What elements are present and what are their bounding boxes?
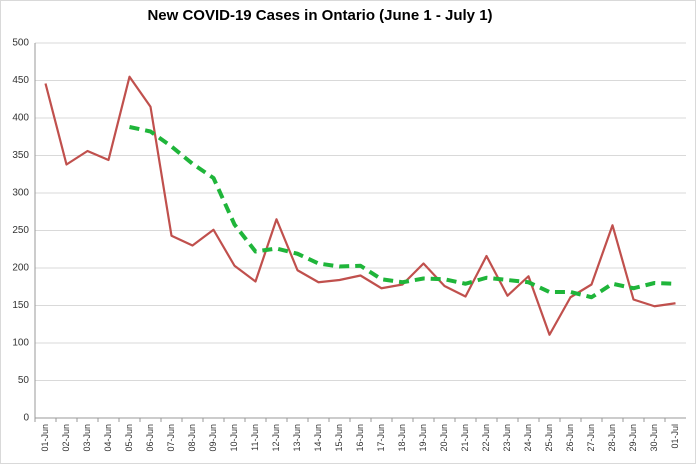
x-tick-label: 14-Jun [313,424,323,452]
x-tick-label: 23-Jun [502,424,512,452]
y-tick-label: 150 [12,300,29,311]
x-tick-label: 28-Jun [607,424,617,452]
x-tick-label: 26-Jun [565,424,575,452]
x-tick-label: 13-Jun [292,424,302,452]
x-tick-label: 21-Jun [460,424,470,452]
x-tick-label: 18-Jun [397,424,407,452]
x-tick-label: 04-Jun [103,424,113,452]
x-tick-label: 10-Jun [229,424,239,452]
y-tick-label: 200 [12,263,29,274]
x-tick-label: 25-Jun [544,424,554,452]
x-tick-label: 06-Jun [145,424,155,452]
y-tick-label: 450 [12,75,29,86]
y-tick-label: 350 [12,150,29,161]
series-line [129,125,676,300]
x-tick-label: 09-Jun [208,424,218,452]
x-tick-label: 19-Jun [418,424,428,452]
chart-title: New COVID-19 Cases in Ontario (June 1 - … [147,7,492,24]
x-tick-label: 29-Jun [628,424,638,452]
x-tick-label: 22-Jun [481,424,491,452]
x-tick-label: 05-Jun [124,424,134,452]
y-tick-label: 50 [18,375,30,386]
x-tick-label: 08-Jun [187,424,197,452]
x-tick-label: 02-Jun [61,424,71,452]
x-tick-label: 03-Jun [82,424,92,452]
x-tick-label: 30-Jun [649,424,659,452]
x-tick-label: 20-Jun [439,424,449,452]
x-tick-label: 01-Jun [40,424,50,452]
x-tick-label: 15-Jun [334,424,344,452]
series-line [44,75,676,336]
x-tick-label: 16-Jun [355,424,365,452]
x-tick-label: 27-Jun [586,424,596,452]
y-tick-label: 500 [12,38,29,49]
y-tick-label: 400 [12,113,29,124]
y-tick-label: 250 [12,225,29,236]
x-tick-label: 01-Jul [670,424,680,449]
x-tick-label: 17-Jun [376,424,386,452]
x-tick-label: 12-Jun [271,424,281,452]
y-tick-label: 0 [23,413,29,424]
y-tick-label: 300 [12,188,29,199]
x-tick-label: 07-Jun [166,424,176,452]
x-tick-label: 11-Jun [250,424,260,451]
y-tick-label: 100 [12,338,29,349]
x-tick-label: 24-Jun [523,424,533,452]
